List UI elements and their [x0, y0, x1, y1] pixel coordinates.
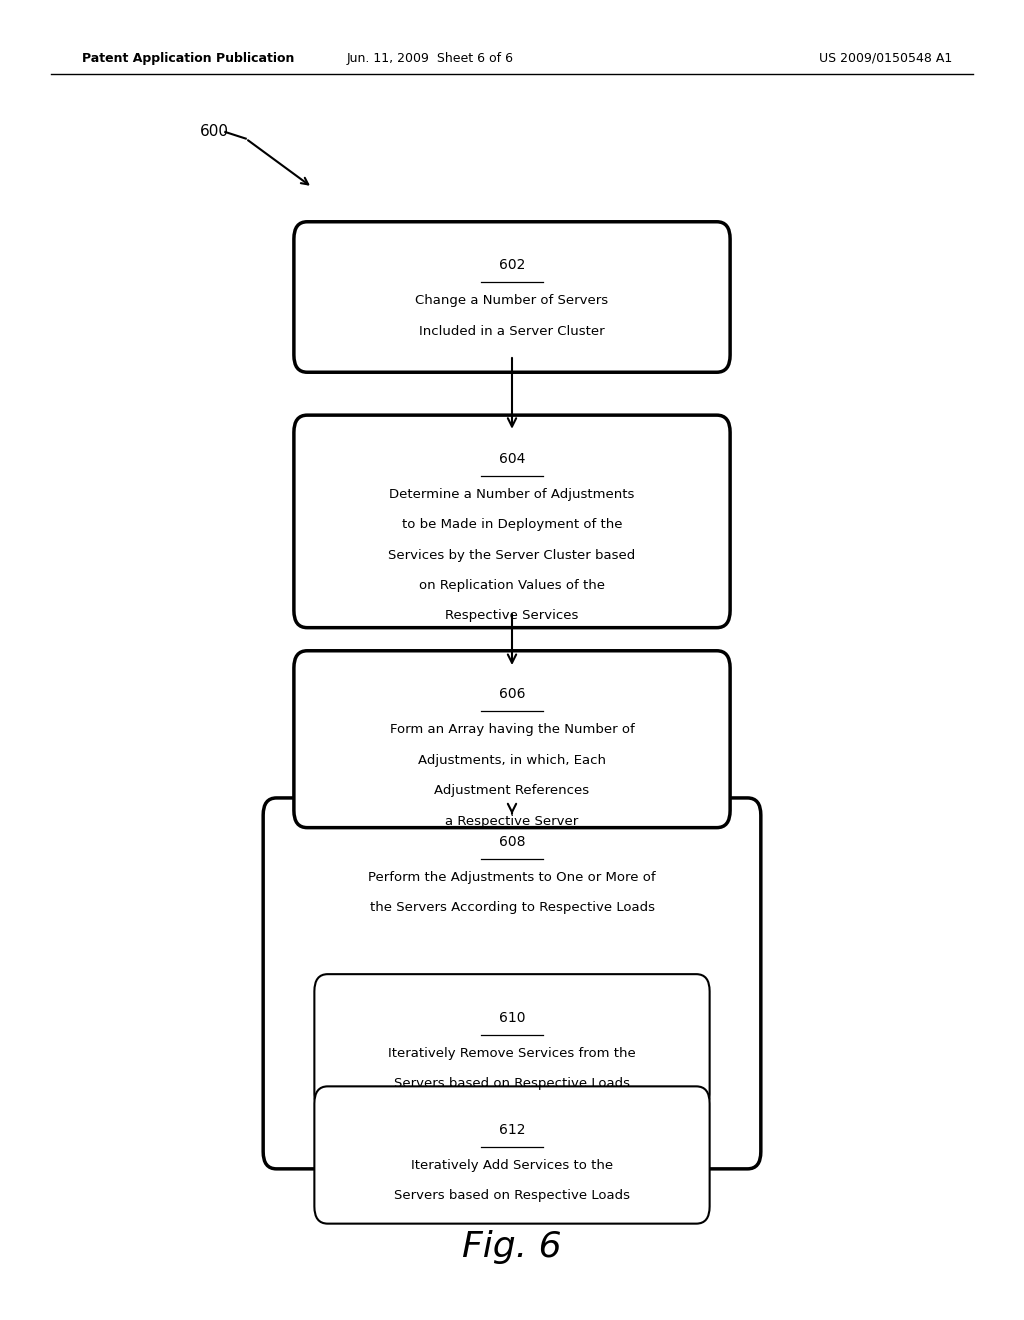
- Text: 608: 608: [499, 834, 525, 849]
- Text: Servers based on Respective Loads: Servers based on Respective Loads: [394, 1189, 630, 1203]
- Text: Iteratively Remove Services from the: Iteratively Remove Services from the: [388, 1047, 636, 1060]
- Text: US 2009/0150548 A1: US 2009/0150548 A1: [819, 51, 952, 65]
- Text: Adjustment References: Adjustment References: [434, 784, 590, 797]
- Text: 612: 612: [499, 1123, 525, 1137]
- Text: Servers based on Respective Loads: Servers based on Respective Loads: [394, 1077, 630, 1090]
- Text: a Respective Server: a Respective Server: [445, 814, 579, 828]
- Text: Adjustments, in which, Each: Adjustments, in which, Each: [418, 754, 606, 767]
- FancyBboxPatch shape: [294, 414, 730, 628]
- FancyBboxPatch shape: [294, 651, 730, 828]
- Text: 610: 610: [499, 1011, 525, 1024]
- FancyBboxPatch shape: [314, 1086, 710, 1224]
- Text: Patent Application Publication: Patent Application Publication: [82, 51, 294, 65]
- Text: Iteratively Add Services to the: Iteratively Add Services to the: [411, 1159, 613, 1172]
- FancyBboxPatch shape: [263, 797, 761, 1170]
- Text: Determine a Number of Adjustments: Determine a Number of Adjustments: [389, 488, 635, 500]
- Text: Fig. 6: Fig. 6: [462, 1230, 562, 1265]
- Text: 604: 604: [499, 451, 525, 466]
- Text: to be Made in Deployment of the: to be Made in Deployment of the: [401, 519, 623, 531]
- Text: Included in a Server Cluster: Included in a Server Cluster: [419, 325, 605, 338]
- Text: Jun. 11, 2009  Sheet 6 of 6: Jun. 11, 2009 Sheet 6 of 6: [346, 51, 514, 65]
- Text: Respective Services: Respective Services: [445, 610, 579, 622]
- Text: the Servers According to Respective Loads: the Servers According to Respective Load…: [370, 902, 654, 913]
- Text: on Replication Values of the: on Replication Values of the: [419, 579, 605, 591]
- Text: Form an Array having the Number of: Form an Array having the Number of: [389, 723, 635, 737]
- Text: Perform the Adjustments to One or More of: Perform the Adjustments to One or More o…: [369, 871, 655, 883]
- FancyBboxPatch shape: [294, 222, 730, 372]
- Text: 602: 602: [499, 259, 525, 272]
- Text: 600: 600: [200, 124, 228, 140]
- Text: Change a Number of Servers: Change a Number of Servers: [416, 294, 608, 308]
- FancyBboxPatch shape: [314, 974, 710, 1111]
- Text: 606: 606: [499, 688, 525, 701]
- Text: Services by the Server Cluster based: Services by the Server Cluster based: [388, 549, 636, 561]
